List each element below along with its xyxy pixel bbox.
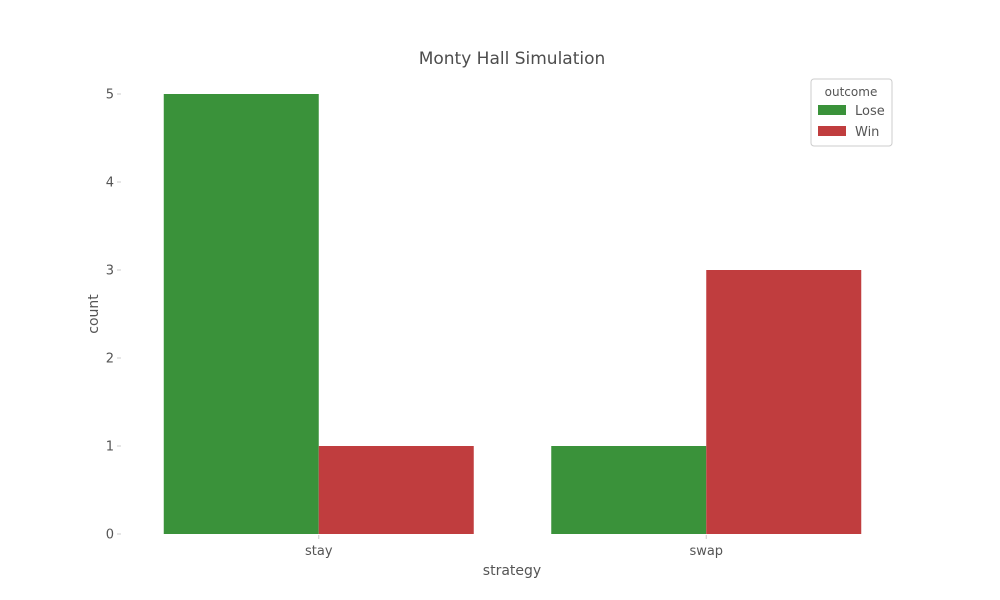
x-axis-label: strategy: [483, 563, 541, 579]
bar-swap-lose: [551, 446, 707, 534]
bar-swap-win: [706, 270, 862, 534]
bar-stay-lose: [163, 94, 319, 534]
x-tick-label: swap: [689, 544, 723, 559]
y-tick-label: 0: [106, 528, 114, 543]
legend-title: outcome: [825, 85, 878, 99]
y-tick-label: 1: [106, 440, 114, 455]
legend-swatch-lose: [818, 105, 846, 115]
x-tick-label: stay: [305, 544, 333, 559]
legend: outcome Lose Win: [810, 78, 893, 147]
y-tick-label: 5: [106, 88, 114, 103]
y-axis-ticks: 0 1 2 3 4 5: [106, 88, 121, 543]
legend-label-lose: Lose: [855, 104, 885, 119]
y-tick-label: 3: [106, 264, 114, 279]
bars-group: [163, 94, 862, 534]
legend-items: Lose Win: [818, 104, 885, 140]
y-tick-label: 4: [106, 176, 114, 191]
legend-label-win: Win: [855, 125, 879, 140]
chart-title: Monty Hall Simulation: [419, 49, 606, 69]
x-axis-ticks: stay swap: [305, 535, 723, 559]
legend-swatch-win: [818, 126, 846, 136]
y-axis-label: count: [86, 294, 102, 334]
y-tick-label: 2: [106, 352, 114, 367]
bar-stay-win: [318, 446, 474, 534]
